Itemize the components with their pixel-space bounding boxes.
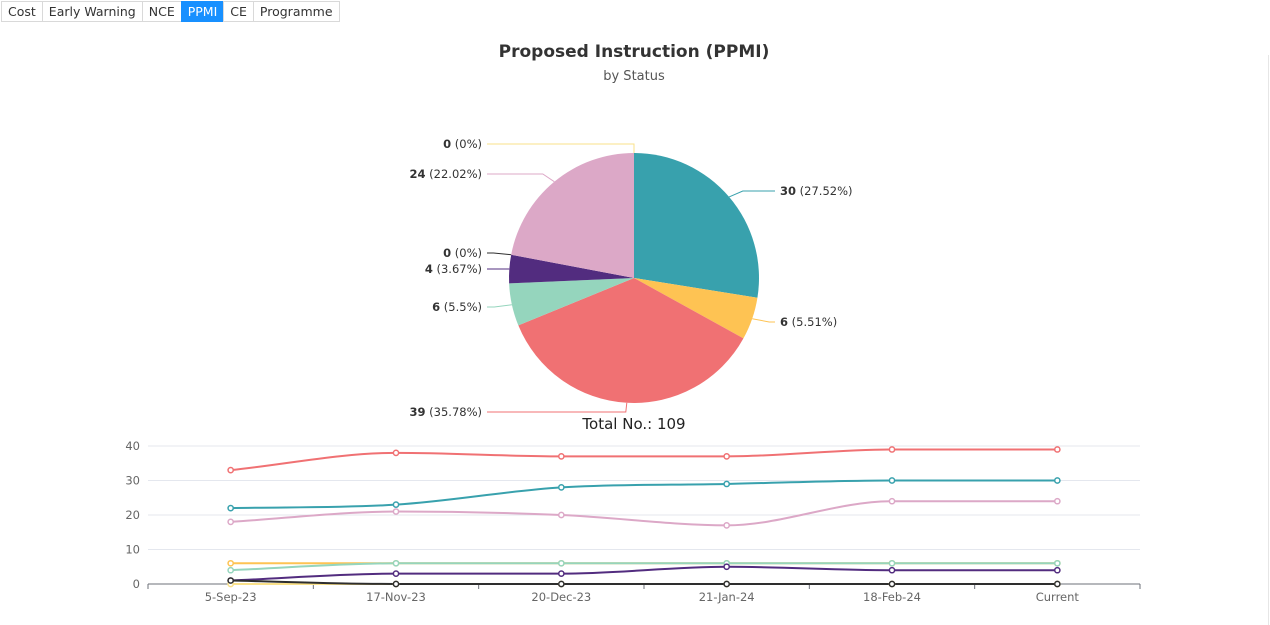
data-point[interactable] — [557, 453, 565, 460]
data-point[interactable] — [1053, 580, 1061, 588]
data-point[interactable] — [227, 518, 235, 526]
data-point[interactable] — [227, 559, 235, 567]
series-line[interactable] — [230, 448, 1058, 472]
pie-label-line — [487, 304, 512, 308]
chart-subtitle: by Status — [603, 69, 665, 84]
x-tick-label: 17-Nov-23 — [366, 590, 426, 604]
series-line[interactable] — [230, 565, 1058, 582]
data-point[interactable] — [557, 570, 565, 578]
pie-label-line — [487, 252, 512, 256]
series-line[interactable] — [230, 479, 1058, 510]
data-point[interactable] — [888, 566, 896, 574]
pie-slice[interactable] — [509, 254, 634, 284]
pie-slice[interactable] — [509, 278, 634, 326]
data-point[interactable] — [723, 480, 731, 488]
total-count-label: Total No.: 109 — [581, 415, 685, 433]
x-tick-label: 20-Dec-23 — [531, 590, 591, 604]
panel-divider — [1268, 55, 1269, 625]
data-point[interactable] — [227, 504, 235, 512]
pie-label-line — [728, 190, 775, 198]
data-point[interactable] — [392, 501, 400, 508]
pie-slice[interactable] — [634, 153, 759, 298]
data-point[interactable] — [888, 497, 896, 505]
data-point[interactable] — [392, 570, 400, 578]
data-point[interactable] — [1053, 477, 1061, 484]
series-line[interactable] — [230, 500, 1058, 527]
tab-early-warning[interactable]: Early Warning — [41, 1, 143, 22]
series-line[interactable] — [230, 579, 1058, 586]
series-line[interactable] — [230, 562, 1058, 572]
pie-slice[interactable] — [511, 153, 634, 278]
tab-bar: Cost Early Warning NCE PPMI CE Programme — [1, 1, 340, 22]
data-point[interactable] — [888, 477, 896, 484]
x-tick-label: 18-Feb-24 — [863, 590, 921, 604]
data-point[interactable] — [723, 580, 731, 588]
data-point[interactable] — [392, 508, 400, 515]
data-point[interactable] — [227, 466, 235, 474]
x-tick-label: 21-Jan-24 — [699, 590, 755, 604]
data-point[interactable] — [227, 566, 235, 574]
pie-data-label: 6 (5.51%) — [780, 315, 837, 329]
pie-data-label: 0 (0%) — [443, 137, 482, 151]
pie-label-line — [487, 143, 635, 153]
tab-programme[interactable]: Programme — [252, 1, 340, 22]
data-point[interactable] — [392, 580, 400, 588]
pie-slice[interactable] — [518, 278, 744, 404]
tab-nce[interactable]: NCE — [141, 1, 182, 22]
pie-data-label: 39 (35.78%) — [410, 405, 483, 419]
x-tick-label: Current — [1036, 590, 1080, 604]
y-tick-label: 10 — [125, 543, 140, 557]
data-point[interactable] — [227, 577, 235, 584]
tab-ce[interactable]: CE — [223, 1, 254, 22]
pie-data-label: 24 (22.02%) — [410, 167, 483, 181]
data-point[interactable] — [723, 563, 731, 571]
data-point[interactable] — [1053, 497, 1061, 505]
data-point[interactable] — [888, 559, 896, 567]
pie-chart: 30 (27.52%) 6 (5.51%) 39 (35.78%) 6 (5.5%) 4… — [410, 137, 853, 419]
data-point[interactable] — [392, 449, 400, 457]
x-tick-label: 5-Sep-23 — [205, 590, 257, 604]
y-tick-label: 20 — [125, 508, 140, 522]
y-tick-label: 30 — [125, 474, 140, 488]
pie-data-label: 6 (5.5%) — [432, 300, 482, 314]
data-point[interactable] — [1053, 566, 1061, 574]
data-point[interactable] — [392, 559, 400, 567]
data-point[interactable] — [557, 580, 565, 588]
pie-label-line — [487, 173, 555, 183]
data-point[interactable] — [1053, 559, 1061, 567]
data-point[interactable] — [557, 484, 565, 491]
pie-data-label: 4 (3.67%) — [425, 262, 482, 276]
pie-slice[interactable] — [634, 278, 758, 339]
data-point[interactable] — [888, 446, 896, 453]
line-chart: 0 10 20 30 40 5-Sep-23 17-Nov-23 20-Dec-23 21-Ja… — [125, 439, 1141, 604]
pie-label-line — [487, 402, 628, 413]
data-point[interactable] — [1053, 446, 1061, 453]
data-point[interactable] — [723, 522, 731, 529]
y-tick-label: 0 — [133, 577, 140, 591]
data-point[interactable] — [557, 511, 565, 519]
chart-title: Proposed Instruction (PPMI) — [498, 42, 770, 62]
pie-label-line — [752, 318, 775, 323]
data-point[interactable] — [723, 453, 731, 460]
pie-data-label: 30 (27.52%) — [780, 184, 853, 198]
tab-ppmi[interactable]: PPMI — [180, 1, 225, 22]
pie-data-label: 0 (0%) — [443, 246, 482, 260]
y-tick-label: 40 — [125, 439, 140, 453]
data-point[interactable] — [888, 580, 896, 588]
data-point[interactable] — [557, 559, 565, 567]
